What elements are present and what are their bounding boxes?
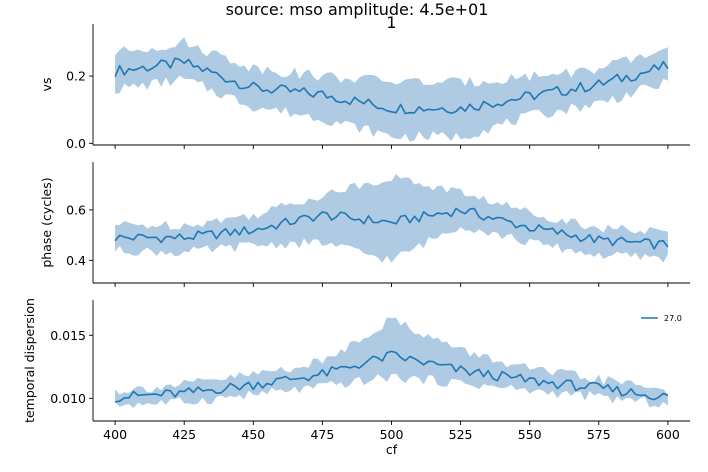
panel-title: 1 [386,13,396,32]
y-tick-label: 0.6 [66,202,86,217]
x-axis-label: cf [386,442,398,457]
x-tick-label: 500 [380,427,404,442]
y-tick-label: 0.4 [66,253,86,268]
legend-label: 27.0 [664,314,682,323]
y-tick-label: 0.010 [50,391,86,406]
panel-2: 0.4 0.6 phase (cycles) [39,162,690,287]
x-tick-label: 475 [310,427,334,442]
series-line [114,57,669,115]
panel-3: 0.010 0.015 400 425 450 475 500 525 550 575 600 tem… [22,298,690,457]
confidence-band [115,174,668,263]
confidence-band [115,317,668,408]
x-tick-label: 425 [172,427,196,442]
legend: 27.0 [641,314,682,323]
y-tick-label: 0.015 [50,328,86,343]
y-axis-label: phase (cycles) [39,177,54,267]
y-axis-label: vs [39,78,54,92]
y-tick-label: 0.2 [66,69,86,84]
x-tick-label: 450 [241,427,265,442]
confidence-band [115,37,668,142]
y-tick-label: 0.0 [66,136,86,151]
x-tick-label: 575 [587,427,611,442]
series-line [114,207,669,250]
x-tick-label: 600 [656,427,680,442]
x-tick-label: 400 [103,427,127,442]
x-tick-label: 525 [449,427,473,442]
panel-1: 0.0 0.2 vs 1 [39,13,690,151]
x-tick-label: 550 [518,427,542,442]
series-line [114,350,669,403]
figure-suptitle: source: mso amplitude: 4.5e+01 [226,0,489,19]
y-axis-label: temporal dispersion [22,298,37,423]
